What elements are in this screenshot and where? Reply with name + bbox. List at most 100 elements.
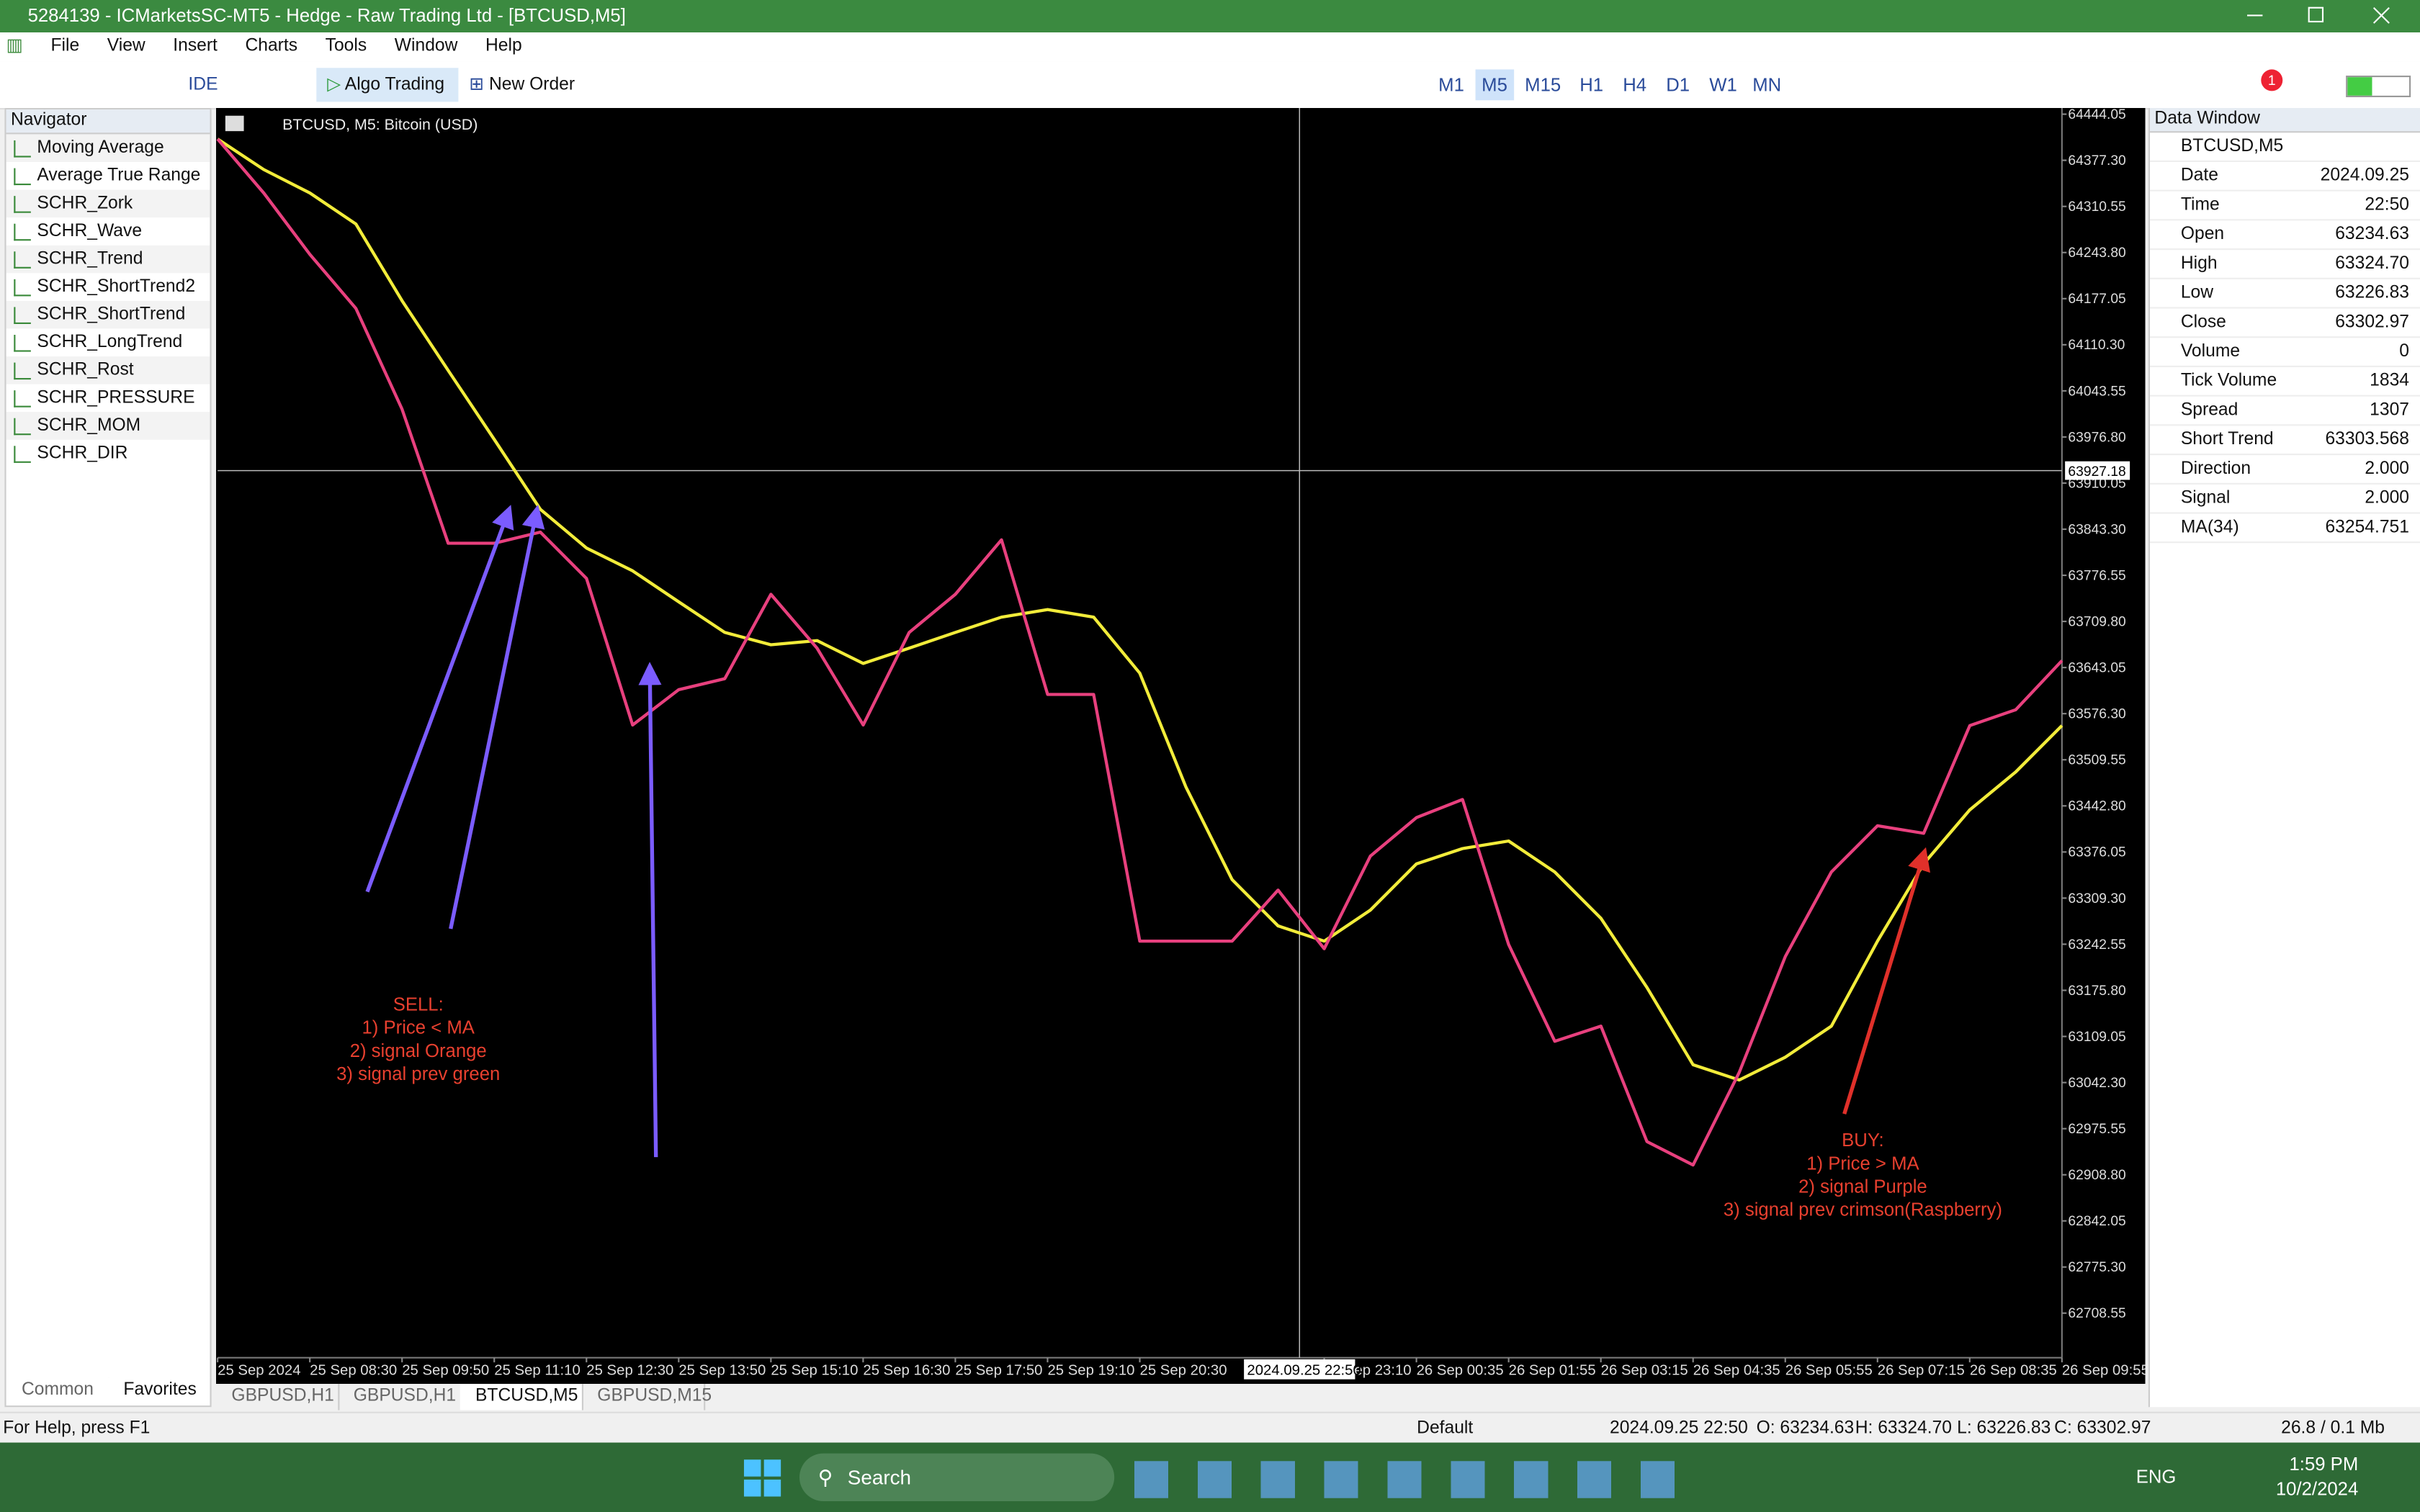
arrow [449, 504, 545, 930]
data-label: Direction [2180, 459, 2251, 479]
y-tick-label: 64444.05 [2068, 108, 2125, 122]
status-help: For Help, press F1 [3, 1419, 151, 1439]
y-tick-label: 62975.55 [2068, 1122, 2125, 1137]
data-value: 63254.751 [2325, 518, 2409, 537]
menu-item[interactable]: Window [394, 37, 458, 56]
navigator-item[interactable]: SCHR_Trend [6, 245, 210, 274]
x-tick-label: 26 Sep 04:35 [1693, 1362, 1780, 1378]
start-button[interactable] [743, 1459, 781, 1497]
navigator-list: Moving Average Average True Range SCHR_Zor… [6, 134, 210, 467]
ide-button[interactable]: IDE [188, 76, 218, 94]
data-label: Close [2180, 313, 2226, 332]
chart-tab[interactable]: BTCUSD,M5 [460, 1384, 583, 1410]
navigator-label: SCHR_PRESSURE [37, 389, 195, 408]
status-profile: Default [1417, 1419, 1474, 1439]
timeframe-button[interactable]: M5 [1475, 69, 1514, 101]
navigator-label: SCHR_LongTrend [37, 333, 183, 352]
indicator-icon [14, 418, 31, 436]
chart-tab[interactable]: GBPUSD,H1 [338, 1384, 462, 1410]
data-row: Low 63226.83 [2150, 279, 2420, 309]
x-tick-label: 25 Sep 12:30 [586, 1362, 673, 1378]
y-tick-label: 64110.30 [2068, 338, 2125, 353]
algo-trading-button[interactable]: ▷ Algo Trading [316, 68, 459, 102]
chart-background [216, 108, 2146, 1385]
navigator-item[interactable]: SCHR_Rost [6, 356, 210, 384]
new-order-label: New Order [488, 76, 575, 94]
y-tick-label: 63309.30 [2068, 891, 2125, 906]
navigator-label: SCHR_ShortTrend [37, 305, 186, 324]
x-tick-label: 25 Sep 20:30 [1140, 1362, 1227, 1378]
arrow [1842, 847, 1930, 1115]
y-tick-label: 63843.30 [2068, 522, 2125, 537]
annotation: 1) Price < MA [362, 1018, 475, 1038]
x-tick-label: 25 Sep 08:30 [310, 1362, 397, 1378]
y-tick-label: 64177.05 [2068, 292, 2125, 307]
y-tick-label: 64043.55 [2068, 384, 2125, 399]
indicator-icon [14, 362, 31, 380]
indicator-icon [14, 251, 31, 269]
annotation: 2) signal Purple [1798, 1176, 1927, 1197]
taskbar-apps[interactable] [1134, 1461, 1690, 1498]
timeframe-button[interactable]: H4 [1623, 73, 1647, 96]
clock: 1:59 PM [2289, 1453, 2359, 1475]
navigator-item[interactable]: SCHR_Wave [6, 217, 210, 246]
navigator-tab[interactable]: Common [6, 1377, 110, 1404]
indicator-icon [14, 140, 31, 158]
crosshair-price-box [2065, 461, 2130, 480]
indicator-icon [14, 168, 31, 186]
timeframe-button[interactable]: M1 [1438, 73, 1464, 96]
date: 10/2/2024 [2275, 1477, 2359, 1500]
navigator-item[interactable]: SCHR_DIR [6, 440, 210, 468]
annotation: BUY: [1842, 1130, 1884, 1151]
navigator-label: SCHR_Wave [37, 222, 143, 241]
navigator-item[interactable]: SCHR_LongTrend [6, 328, 210, 356]
menu-item[interactable]: File [50, 37, 80, 56]
navigator-label: SCHR_Trend [37, 250, 143, 269]
new-order-button[interactable]: ⊞ New Order [469, 76, 575, 94]
navigator-item[interactable]: SCHR_ShortTrend2 [6, 273, 210, 301]
window-controls[interactable] [2223, 0, 2420, 32]
x-tick-label: 25 Sep 19:10 [1047, 1362, 1134, 1378]
navigator-tab[interactable]: Favorites [108, 1377, 212, 1404]
search-box[interactable]: ⚲ Search [799, 1453, 1115, 1501]
timeframe-button[interactable]: H1 [1579, 73, 1604, 96]
data-value: 2.000 [2365, 489, 2409, 508]
menu-item[interactable]: Tools [325, 37, 367, 56]
title-bar: 5284139 - ICMarketsSC-MT5 - Hedge - Raw … [0, 0, 2420, 32]
navigator-label: SCHR_Zork [37, 194, 133, 213]
menu-item[interactable]: View [107, 37, 145, 56]
chart-tabs: GBPUSD,H1 GBPUSD,H1 BTCUSD,M5 GBPUSD,M15 [216, 1384, 2146, 1412]
y-tick-label: 63042.30 [2068, 1076, 2125, 1091]
notification-badge[interactable]: 1 [2261, 69, 2283, 91]
chart-tab[interactable]: GBPUSD,M15 [582, 1384, 712, 1410]
navigator-item[interactable]: SCHR_Zork [6, 189, 210, 218]
indicator-icon [14, 390, 31, 408]
navigator-item[interactable]: Moving Average [6, 134, 210, 162]
timeframe-button[interactable]: MN [1752, 73, 1782, 96]
data-label: Signal [2180, 489, 2231, 508]
chart-tab[interactable]: GBPUSD,H1 [216, 1384, 340, 1410]
data-value: 2024.09.25 [2320, 166, 2409, 186]
y-tick-label: 62842.05 [2068, 1214, 2125, 1229]
timeframe-button[interactable]: D1 [1666, 73, 1690, 96]
data-label: Volume [2180, 342, 2241, 361]
data-window-title: Data Window [2150, 108, 2420, 133]
y-tick-label: 64377.30 [2068, 153, 2125, 168]
y-tick-label: 63643.05 [2068, 661, 2125, 676]
data-label: MA(34) [2180, 518, 2239, 537]
annotation: SELL: [393, 995, 444, 1015]
navigator-item[interactable]: SCHR_ShortTrend [6, 300, 210, 329]
annotation: 3) signal prev green [336, 1064, 500, 1084]
navigator-item[interactable]: Average True Range [6, 162, 210, 190]
menu-item[interactable]: Help [485, 37, 522, 56]
x-tick-label: 26 Sep 07:15 [1878, 1362, 1965, 1378]
navigator-item[interactable]: SCHR_MOM [6, 412, 210, 440]
data-symbol-row: BTCUSD,M5 [2150, 132, 2420, 162]
timeframe-button[interactable]: W1 [1709, 73, 1737, 96]
navigator-item[interactable]: SCHR_PRESSURE [6, 384, 210, 413]
arrow [365, 505, 514, 893]
menu-item[interactable]: Insert [173, 37, 218, 56]
menu-item[interactable]: Charts [245, 37, 298, 56]
status-bar: For Help, press F1 Default 2024.09.25 22… [0, 1411, 2420, 1444]
timeframe-button[interactable]: M15 [1525, 73, 1561, 96]
